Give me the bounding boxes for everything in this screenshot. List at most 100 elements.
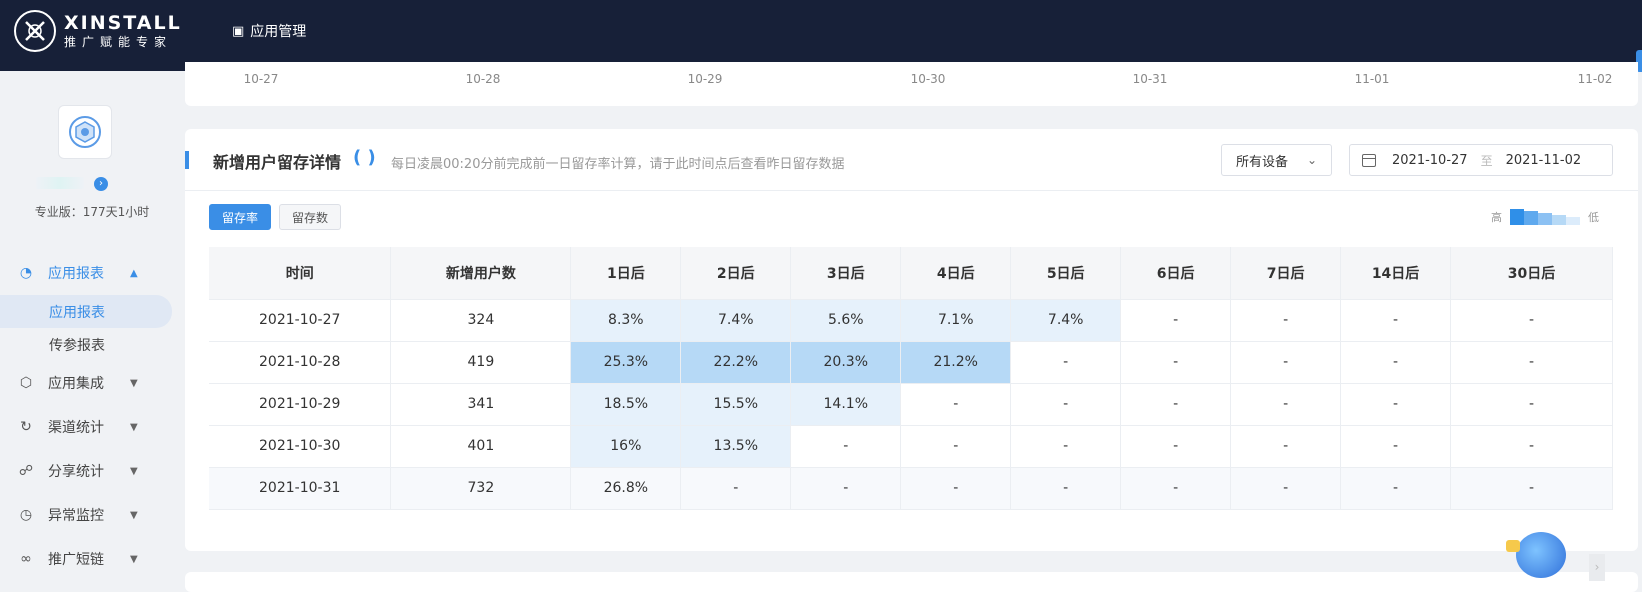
table-cell: 13.5%: [680, 425, 792, 468]
sidebar: › 专业版：177天1小时 ◔ 应用报表 ▲ 应用报表 传参报表 ⬡ 应用集成 …: [0, 71, 184, 581]
sidebar-item-share-stats[interactable]: ☍ 分享统计 ▼: [0, 449, 184, 493]
retention-card: 新增用户留存详情 ( ) 每日凌晨00:20分前完成前一日留存率计算，请于此时间…: [185, 129, 1638, 551]
retention-count-button[interactable]: 留存数: [279, 204, 342, 230]
x-axis-label: 10-27: [243, 72, 279, 86]
sidebar-item-anomaly-monitor[interactable]: ◷ 异常监控 ▼: [0, 493, 184, 537]
cube-icon: ▣: [232, 23, 245, 39]
table-cell: -: [680, 467, 792, 510]
table-cell: -: [1340, 383, 1452, 426]
sidebar-item-label: 推广短链: [48, 552, 104, 568]
table-cell: 25.3%: [570, 341, 682, 384]
table-cell: -: [1010, 467, 1122, 510]
brand-logo[interactable]: XINSTALL 推广赋能专家: [14, 10, 182, 52]
sidebar-item-channel-stats[interactable]: ↻ 渠道统计 ▼: [0, 405, 184, 449]
channel-icon: ↻: [20, 419, 32, 435]
column-header: 14日后: [1340, 247, 1452, 300]
sidebar-item-short-link[interactable]: ∞ 推广短链 ▼: [0, 537, 184, 581]
table-cell: -: [1010, 425, 1122, 468]
column-header: 1日后: [570, 247, 682, 300]
sidebar-subitem-app-report[interactable]: 应用报表: [0, 295, 172, 328]
brand-name: XINSTALL: [64, 12, 182, 34]
table-cell: -: [1230, 383, 1342, 426]
table-cell: 18.5%: [570, 383, 682, 426]
trend-chart-card: 10-27 10-28 10-29 10-30 10-31 11-01 11-0…: [185, 62, 1638, 106]
chevron-down-icon: ▼: [130, 553, 138, 565]
pie-chart-icon: ◔: [19, 265, 33, 281]
table-cell: 401: [390, 425, 572, 468]
table-cell: 20.3%: [790, 341, 902, 384]
nav-app-management[interactable]: ▣ 应用管理: [232, 21, 306, 41]
table-row: 2021-10-30 401 16% 13.5% - - - - - - -: [209, 425, 1613, 468]
table-cell: 15.5%: [680, 383, 792, 426]
side-drawer-handle[interactable]: [1636, 50, 1642, 72]
link-icon: ∞: [20, 551, 32, 567]
table-cell: -: [1340, 341, 1452, 384]
retention-hint: 每日凌晨00:20分前完成前一日留存率计算，请于此时间点后查看昨日留存数据: [391, 157, 845, 172]
table-cell: -: [1230, 467, 1342, 510]
retention-rate-button[interactable]: 留存率: [209, 204, 272, 230]
table-cell: 8.3%: [570, 299, 682, 342]
retention-card-header: 新增用户留存详情 ( ) 每日凌晨00:20分前完成前一日留存率计算，请于此时间…: [185, 129, 1638, 191]
table-cell: 2021-10-30: [209, 425, 392, 468]
table-cell: -: [900, 425, 1012, 468]
table-cell: -: [1230, 299, 1342, 342]
retention-table: 时间 新增用户数 1日后 2日后 3日后 4日后 5日后 6日后 7日后 14日…: [209, 247, 1613, 510]
table-cell: -: [1120, 425, 1232, 468]
chevron-down-icon: ⌄: [1306, 153, 1317, 167]
next-card: [185, 572, 1638, 592]
loading-icon: ( ): [353, 147, 376, 168]
table-cell: -: [1340, 467, 1452, 510]
table-cell: 21.2%: [900, 341, 1012, 384]
column-header: 5日后: [1010, 247, 1122, 300]
table-cell: -: [1010, 383, 1122, 426]
sidebar-subitem-param-report[interactable]: 传参报表: [49, 337, 105, 354]
column-header: 7日后: [1230, 247, 1342, 300]
table-cell: 341: [390, 383, 572, 426]
scroll-right-icon[interactable]: ›: [1589, 554, 1605, 581]
table-cell: -: [1230, 425, 1342, 468]
legend-gradient: [1510, 209, 1580, 225]
sidebar-item-app-report[interactable]: ◔ 应用报表 ▲: [0, 251, 184, 295]
chevron-up-icon: ▲: [130, 267, 138, 279]
table-cell: 7.4%: [680, 299, 792, 342]
table-cell: 16%: [570, 425, 682, 468]
share-icon: ☍: [18, 463, 34, 479]
device-select[interactable]: 所有设备 ⌄: [1221, 144, 1332, 176]
table-cell: -: [790, 425, 902, 468]
table-cell: -: [900, 383, 1012, 426]
table-cell: 2021-10-31: [209, 467, 392, 510]
user-name-row: ›: [36, 175, 148, 191]
table-cell: 26.8%: [570, 467, 682, 510]
sidebar-menu: ◔ 应用报表 ▲ 应用报表 传参报表 ⬡ 应用集成 ▼ ↻ 渠道统计 ▼ ☍ 分…: [0, 251, 184, 581]
table-cell: -: [1120, 341, 1232, 384]
table-cell: -: [1120, 299, 1232, 342]
date-start[interactable]: 2021-10-27: [1392, 152, 1468, 168]
box-icon: ⬡: [19, 375, 33, 391]
calendar-icon: [1362, 153, 1376, 167]
table-cell: -: [1010, 341, 1122, 384]
legend-high-label: 高: [1491, 211, 1502, 224]
sidebar-item-app-integration[interactable]: ⬡ 应用集成 ▼: [0, 361, 184, 405]
assistant-mascot-icon[interactable]: [1506, 532, 1568, 581]
user-detail-icon[interactable]: ›: [94, 177, 108, 191]
column-header: 时间: [209, 247, 392, 300]
table-cell: -: [1120, 467, 1232, 510]
avatar[interactable]: [58, 105, 112, 159]
table-cell: -: [1340, 299, 1452, 342]
date-range-picker[interactable]: 2021-10-27 至 2021-11-02: [1349, 144, 1613, 176]
sidebar-item-label: 分享统计: [48, 464, 104, 480]
heat-legend: 高 低: [1491, 209, 1599, 225]
column-header: 3日后: [790, 247, 902, 300]
title-accent-bar: [185, 151, 189, 169]
table-row: 2021-10-28 419 25.3% 22.2% 20.3% 21.2% -…: [209, 341, 1613, 384]
table-header-row: 时间 新增用户数 1日后 2日后 3日后 4日后 5日后 6日后 7日后 14日…: [209, 247, 1613, 300]
table-row: 2021-10-27 324 8.3% 7.4% 5.6% 7.1% 7.4% …: [209, 299, 1613, 342]
table-cell: 2021-10-28: [209, 341, 392, 384]
x-axis-label: 11-02: [1577, 72, 1613, 86]
date-end[interactable]: 2021-11-02: [1505, 152, 1582, 168]
table-cell: 7.1%: [900, 299, 1012, 342]
column-header: 2日后: [680, 247, 792, 300]
user-name-masked: [36, 177, 84, 189]
brand-slogan: 推广赋能专家: [64, 35, 173, 49]
logo-icon: [14, 10, 56, 52]
